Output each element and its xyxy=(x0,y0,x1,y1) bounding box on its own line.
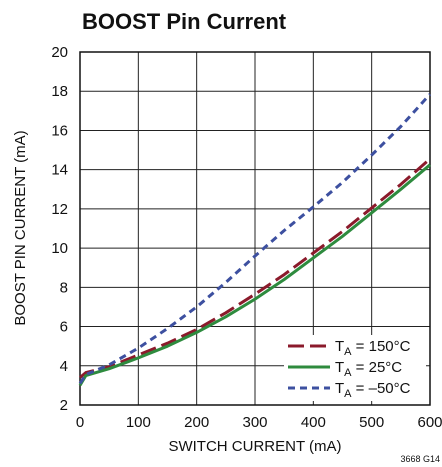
figure-id: 3668 G14 xyxy=(400,454,440,464)
legend: TA = 150°CTA = 25°CTA = –50°C xyxy=(284,335,426,401)
legend-label-0: TA = 150°C xyxy=(335,338,411,358)
y-tick-label: 6 xyxy=(60,319,68,336)
y-tick-label: 4 xyxy=(60,358,68,375)
y-tick-label: 18 xyxy=(51,83,68,100)
y-tick-label: 16 xyxy=(51,122,68,139)
y-tick-label: 2 xyxy=(60,397,68,414)
series-lines xyxy=(78,93,432,387)
x-tick-label: 200 xyxy=(184,414,209,431)
y-tick-label: 20 xyxy=(51,44,68,61)
x-axis-label: SWITCH CURRENT (mA) xyxy=(168,438,341,455)
y-tick-label: 8 xyxy=(60,279,68,296)
y-tick-labels: 2 4 6 8 10 12 14 16 18 20 xyxy=(51,44,68,414)
plot-frame xyxy=(79,51,431,406)
legend-label-2: TA = –50°C xyxy=(335,380,411,400)
x-tick-label: 400 xyxy=(301,414,326,431)
x-tick-label: 500 xyxy=(359,414,384,431)
y-axis-label: BOOST PIN CURRENT (mA) xyxy=(12,130,29,325)
grid xyxy=(79,51,431,406)
series-line-1 xyxy=(78,163,431,387)
x-tick-label: 0 xyxy=(76,414,84,431)
series-line-2 xyxy=(78,93,432,385)
legend-label-1: TA = 25°C xyxy=(335,359,402,379)
x-tick-label: 100 xyxy=(126,414,151,431)
x-tick-label: 300 xyxy=(242,414,267,431)
y-tick-label: 12 xyxy=(51,201,68,218)
chart-title: BOOST Pin Current xyxy=(82,9,287,34)
series-line-0 xyxy=(79,157,431,379)
x-tick-label: 600 xyxy=(417,414,442,431)
x-tick-labels: 0 100 200 300 400 500 600 xyxy=(76,414,442,431)
y-tick-label: 14 xyxy=(51,162,68,179)
y-tick-label: 10 xyxy=(51,240,68,257)
